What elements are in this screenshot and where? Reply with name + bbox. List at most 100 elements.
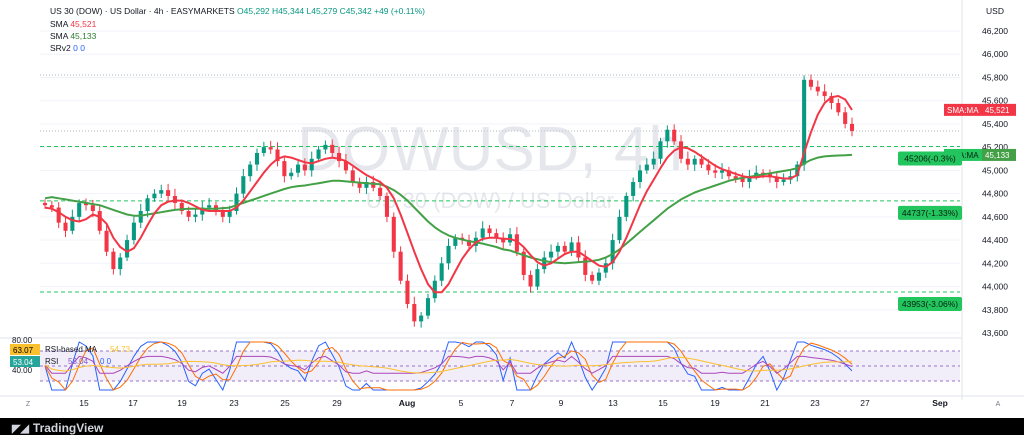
time-tick-label: 19 (177, 398, 187, 408)
time-tick-label: 9 (559, 398, 564, 408)
time-tick-label: 17 (128, 398, 138, 408)
candle-body (302, 164, 307, 171)
candle-body (83, 202, 89, 206)
rsi-ma-line (44, 356, 853, 374)
candle-body (350, 170, 355, 182)
candle-body (282, 161, 287, 177)
candle-body (330, 144, 335, 153)
candle-body (254, 152, 260, 165)
candle-body (357, 182, 362, 188)
candle-body (637, 170, 643, 182)
candle-body (446, 245, 451, 264)
candle-body (624, 195, 629, 217)
candles (42, 74, 855, 328)
sma-fast-label: SMA (50, 19, 68, 29)
sma-fast-line (44, 95, 853, 294)
time-tick-label: 15 (658, 398, 668, 408)
price-tick-label: 46,000 (982, 49, 1008, 59)
osc-legend-value-1-bg (10, 344, 40, 355)
candle-body (118, 257, 123, 270)
time-tick-label: Sep (932, 398, 948, 408)
srv2-label: SRv2 (50, 43, 71, 53)
candle-body (521, 251, 526, 275)
candle-body (658, 141, 663, 159)
candle-body (747, 176, 752, 182)
sma-green-value-tag (982, 148, 1016, 161)
level-badge-bg (898, 205, 962, 220)
legend-sma-fast[interactable]: SMA 45,521 (50, 19, 96, 29)
price-tick-label: 45,000 (982, 165, 1008, 175)
level-badge-label: 45206(-0.3%) (904, 153, 956, 163)
candle-body (555, 245, 560, 252)
time-tick-label: 21 (760, 398, 770, 408)
tradingview-logo[interactable]: ◤◢ TradingView (12, 421, 103, 435)
legend-srv2[interactable]: SRv2 0 0 (50, 43, 85, 53)
legend-sma-slow[interactable]: SMA 45,133 (50, 31, 96, 41)
candle-body (275, 149, 280, 162)
candle-body (419, 315, 424, 322)
price-badges: SMA:MA 45,521 SMA:MA 45,133 45206(-0.3%) 4473… (898, 103, 1016, 311)
stoch-k-line (44, 340, 853, 392)
price-chart[interactable]: DOWUSD, 4h US 30 (DOW) / US Dollar 63.07… (0, 0, 1024, 418)
candle-body (603, 263, 608, 273)
candle-body (432, 280, 437, 299)
sma-fast-value: 45,521 (70, 19, 97, 29)
candle-body (234, 193, 239, 212)
tradingview-icon: ◤◢ (12, 422, 29, 435)
time-tick-label: 19 (710, 398, 720, 408)
time-tick-label: 15 (79, 398, 89, 408)
auto-scale-icon: A (996, 401, 1001, 408)
candle-body (316, 149, 321, 159)
candle-body (145, 198, 150, 212)
price-tick-label: 45,600 (982, 96, 1008, 106)
candle-body (466, 240, 472, 246)
candle-body (296, 164, 301, 173)
tradingview-brand: TradingView (32, 421, 104, 435)
level-badge-label: 44737(-1.33%) (902, 208, 958, 218)
currency-label: USD (986, 6, 1004, 16)
price-tick-label: 43,800 (982, 305, 1008, 315)
candle-body (535, 269, 540, 287)
candle-body (713, 170, 718, 173)
candle-body (111, 251, 116, 270)
candle-body (152, 193, 157, 199)
osc-legend-extra-1: 54.73 (110, 345, 131, 354)
candle-body (220, 211, 225, 217)
sma-red-value: 45,521 (985, 106, 1010, 115)
price-tick-label: 45,800 (982, 72, 1008, 82)
candle-body (453, 237, 458, 246)
price-tick-label: 44,000 (982, 282, 1008, 292)
candle-body (829, 96, 834, 104)
candle-body (166, 190, 171, 196)
candle-body (289, 172, 294, 177)
osc-legend-text-1: RSI-based MA (45, 345, 98, 354)
candle-body (412, 303, 417, 322)
candle-body (576, 242, 581, 258)
candle-body (501, 237, 506, 243)
time-tick-label: 23 (229, 398, 239, 408)
candle-body (371, 182, 376, 188)
level-badge-label: 43953(-3.06%) (902, 299, 958, 309)
candle-body (248, 164, 253, 177)
candle-body (439, 263, 444, 281)
candle-body (125, 240, 130, 258)
candle-body (364, 182, 369, 188)
osc-legend-value-2-bg (10, 356, 40, 367)
time-axis[interactable]: 15 17 19 23 25 29 Aug 5 7 9 13 15 19 21 23 27 Sep Z A (0, 395, 1024, 408)
osc-legend-text-2: RSI (45, 357, 58, 366)
price-tick-label: 44,200 (982, 258, 1008, 268)
price-axis[interactable]: USD46,20046,00045,80045,60045,40045,2004… (961, 0, 1024, 418)
candle-body (514, 234, 519, 252)
candle-body (692, 158, 697, 165)
price-tick-label: 44,600 (982, 212, 1008, 222)
candle-body (569, 242, 574, 252)
candle-body (56, 207, 61, 223)
candle-body (193, 214, 198, 217)
candle-body (836, 103, 841, 113)
candle-body (207, 205, 212, 208)
candle-body (494, 233, 499, 238)
legend-symbol[interactable]: US 30 (DOW) · US Dollar · 4h · EASYMARKE… (50, 6, 425, 16)
candle-body (617, 216, 622, 241)
moving-averages (44, 95, 853, 294)
time-tick-label: 7 (510, 398, 515, 408)
